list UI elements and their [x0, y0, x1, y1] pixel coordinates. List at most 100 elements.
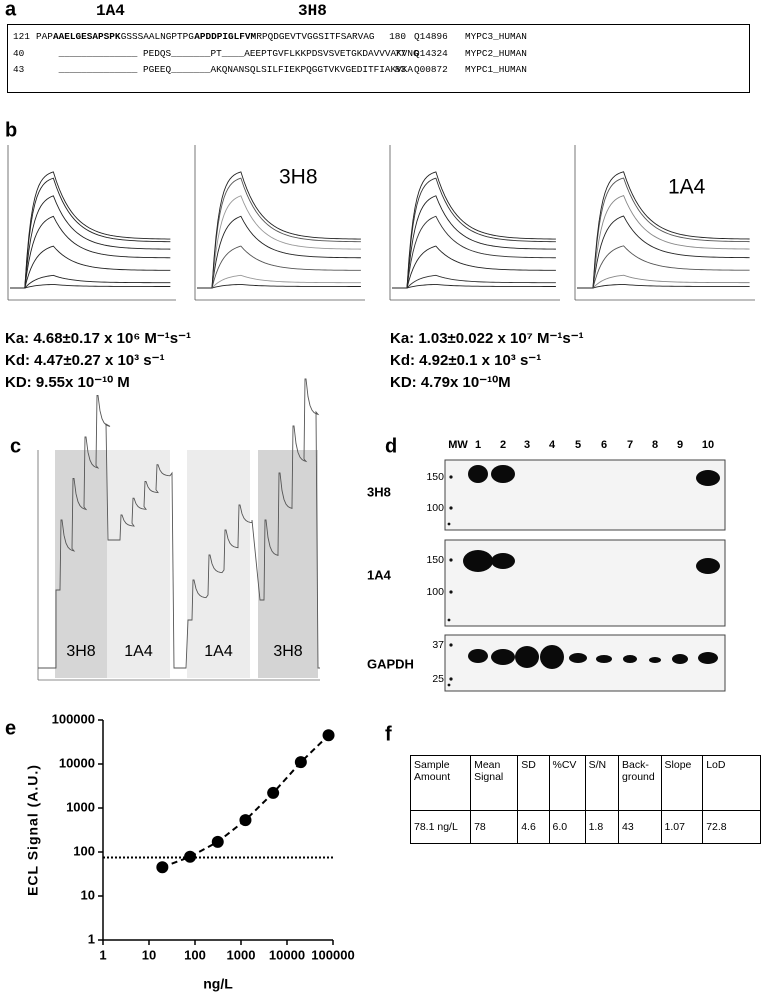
marker-dot — [449, 590, 453, 594]
sensorgram-curve — [197, 274, 361, 289]
kinetic-parameter: Ka: 1.03±0.022 x 10⁷ M⁻¹s⁻¹ — [390, 330, 584, 347]
sensorgram-curve — [577, 195, 750, 289]
region — [258, 450, 318, 678]
marker-dot — [449, 643, 453, 647]
data-point — [156, 861, 169, 874]
kinetic-parameter: KD: 9.55x 10⁻¹⁰ M — [5, 374, 130, 391]
start-number: 121 — [13, 31, 30, 42]
y-tick-label: 10 — [81, 887, 95, 902]
marker-label: 37 — [432, 639, 444, 651]
data-cell: 78 — [470, 810, 519, 844]
plot-label: 3H8 — [279, 166, 318, 189]
data-cell: 1.07 — [660, 810, 704, 844]
sensorgram-curve — [10, 171, 171, 289]
data-cell: 1.8 — [584, 810, 620, 844]
region — [55, 450, 107, 678]
header-cell: Sample Amount — [409, 755, 472, 811]
sensorgram-curve — [392, 195, 556, 289]
blot-band — [623, 655, 637, 663]
lane-label: 4 — [549, 439, 556, 451]
kinetic-parameter: Ka: 4.68±0.17 x 10⁶ M⁻¹s⁻¹ — [5, 330, 192, 347]
blot-label: 1A4 — [367, 567, 392, 582]
x-tick-label: 1 — [99, 947, 106, 962]
y-tick-label: 100000 — [52, 711, 95, 726]
data-cell: 43 — [618, 810, 662, 844]
sequence-segment: GSSSAALNGPTPG — [120, 31, 194, 42]
sensorgram-curve — [577, 274, 750, 289]
panel-letter: b — [5, 119, 17, 141]
region-label: 1A4 — [204, 643, 233, 660]
data-point — [322, 729, 335, 742]
panel-letter: a — [5, 0, 17, 20]
region-label: 3H8 — [66, 643, 95, 660]
y-tick-label: 10000 — [59, 755, 95, 770]
panel-letter: d — [385, 435, 397, 457]
data-point — [267, 786, 280, 799]
sensorgram-curve — [197, 171, 361, 289]
marker-label: 25 — [432, 673, 444, 685]
sensorgram-curve — [577, 245, 750, 289]
y-tick-label: 1 — [88, 931, 95, 946]
lane-label: 7 — [627, 439, 633, 451]
sensorgram-curve — [392, 245, 556, 289]
blot-band — [649, 657, 661, 663]
blot-band — [491, 553, 515, 569]
panel-letter: c — [10, 435, 21, 457]
sensorgram-curve — [392, 274, 556, 289]
kinetic-parameter: Kd: 4.47±0.27 x 10³ s⁻¹ — [5, 352, 165, 369]
accession: Q14324 — [414, 47, 448, 59]
data-cell: 6.0 — [548, 810, 586, 844]
panel-letter: e — [5, 717, 16, 739]
sequence-row: 121 PAP AAELGESAPSPK GSSSAALNGPTPG APDDPIGLF… — [8, 31, 749, 47]
header-cell: Mean Signal — [470, 755, 519, 811]
data-cell: 78.1 ng/L — [409, 810, 472, 844]
blot-band — [698, 652, 718, 664]
end-number: 83 — [394, 64, 406, 75]
blot-band — [672, 654, 688, 664]
blot-band — [491, 465, 515, 483]
start-number: 40 — [13, 47, 25, 59]
start-number: 43 — [13, 64, 25, 75]
sequence-row: 40 ______________ PEDQS_______PT____AEEPT… — [8, 48, 749, 64]
sensorgram-curve — [197, 215, 361, 289]
data-point — [211, 835, 224, 848]
blot-band — [696, 558, 720, 574]
marker-dot — [447, 522, 451, 526]
region-label: 1A4 — [124, 643, 153, 660]
end-number: 180 — [389, 31, 406, 42]
sensorgram — [194, 145, 365, 301]
blot-label: 3H8 — [367, 484, 391, 499]
sensorgram-curve — [577, 283, 750, 289]
lane-label: 10 — [702, 439, 714, 451]
marker-label: 100 — [426, 502, 444, 514]
lane-label: 1 — [475, 439, 481, 451]
blot-frame — [444, 539, 726, 627]
sensorgram-curve — [10, 215, 171, 289]
region — [107, 450, 170, 678]
lane-label: 9 — [677, 439, 683, 451]
marker-dot — [449, 558, 453, 562]
lane-label: 5 — [575, 439, 581, 451]
antibody-label: 1A4 — [96, 2, 125, 20]
header-cell: %CV — [548, 755, 586, 811]
sensorgram-curve — [392, 215, 556, 289]
header-cell: Slope — [660, 755, 704, 811]
sequence-row: 43 ______________ PGEEQ_______AKQNANSQLSI… — [8, 64, 749, 80]
sensorgram-curve — [197, 177, 361, 289]
header-cell: Back-ground — [618, 755, 662, 811]
sequence-segment: ______________ PGEEQ_______AKQNANSQLSILF… — [58, 64, 414, 75]
panel-letter: f — [385, 723, 392, 745]
data-row: 78.1 ng/L 78 4.6 6.0 1.8 43 1.07 72.8 — [409, 810, 761, 844]
blot-band — [491, 649, 515, 665]
sensorgram-curve — [10, 195, 171, 289]
plot-label: 1A4 — [668, 176, 706, 199]
lane-label: 2 — [500, 439, 506, 451]
y-tick-label: 1000 — [66, 799, 95, 814]
sensorgram-curve — [10, 283, 171, 289]
x-tick-label: 10000 — [269, 947, 305, 962]
data-cell: 72.8 — [702, 810, 761, 844]
data-point — [239, 814, 252, 827]
blot-band — [468, 465, 488, 483]
